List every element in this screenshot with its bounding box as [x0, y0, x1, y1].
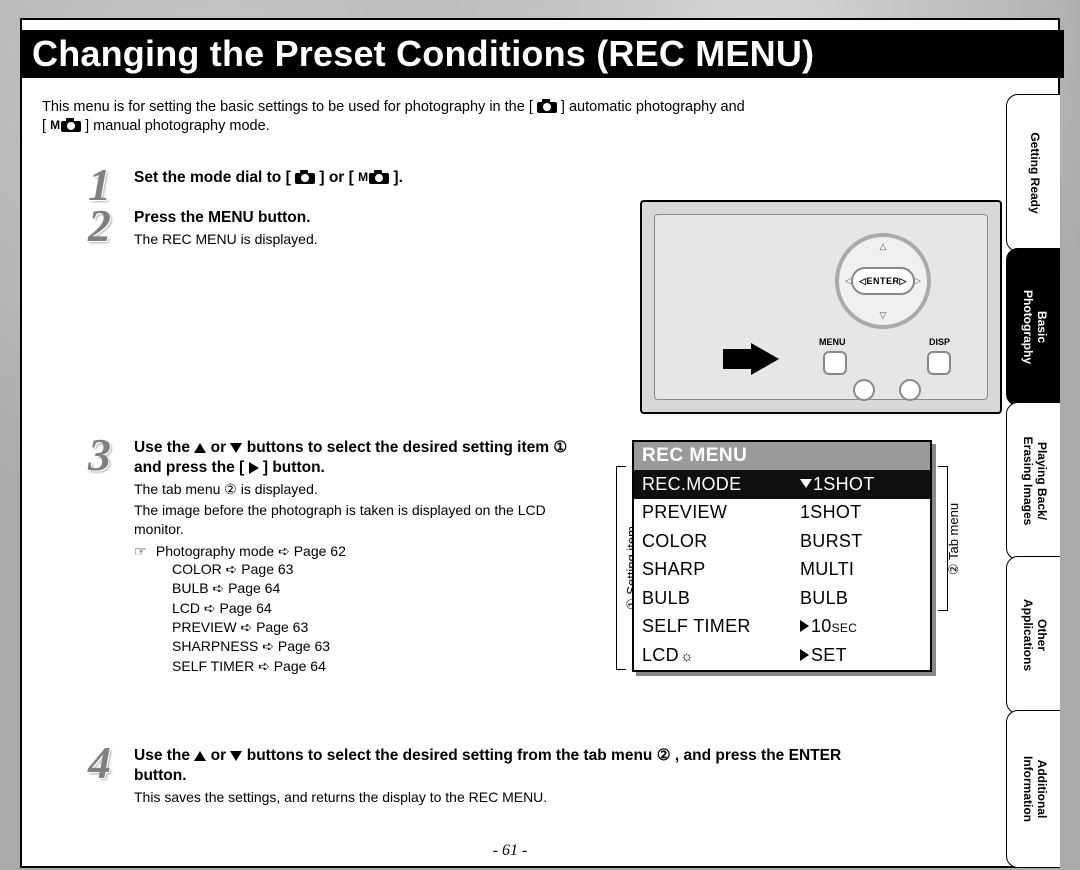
step-3-text2: The image before the photograph is taken… [134, 499, 584, 539]
step-3-text1: The tab menu ② is displayed. [134, 478, 584, 499]
enter-text: ENTER [866, 276, 899, 286]
manual-page: Changing the Preset Conditions (REC MENU… [20, 18, 1060, 868]
step-3-h-a: Use the [134, 439, 194, 456]
step-1-h-a: Set the mode dial to [ [134, 169, 295, 186]
step-4-h-a: Use the [134, 747, 194, 764]
lcd-row: PREVIEW1SHOT [634, 499, 930, 528]
step-4-text: This saves the settings, and returns the… [134, 786, 894, 807]
callout-tab-menu: ② Tab menu [934, 466, 974, 611]
ref-4: SHARPNESS ➪ Page 63 [134, 637, 584, 656]
pointer-arrow-icon [751, 343, 779, 375]
circled-1: ① [553, 439, 567, 456]
up-triangle-icon [194, 751, 206, 761]
step-4: Use the or buttons to select the desired… [134, 746, 894, 807]
step-4-h-b: or [211, 747, 231, 764]
callout-setting-item: ① Setting item [590, 466, 630, 670]
step-3-h-e: ] button. [263, 459, 325, 476]
up-triangle-icon [194, 443, 206, 453]
camera-icon [61, 118, 81, 132]
lcd-row: LCD☼SET [634, 641, 930, 670]
intro-part4: ] manual photography mode. [85, 118, 270, 134]
step-3-h-b: or [211, 439, 231, 456]
step-3-refs: ☞ Photography mode ➪ Page 62 COLOR ➪ Pag… [134, 539, 584, 676]
callout-right-label: ② Tab menu [946, 502, 962, 574]
enter-label: ◁ ENTER ▷ [851, 267, 915, 295]
lcd-row: BULBBULB [634, 584, 930, 613]
step-3: Use the or buttons to select the desired… [134, 438, 584, 676]
menu-button-icon [823, 351, 847, 375]
intro-part3: [ [42, 118, 50, 134]
tab-label: OtherApplications [1020, 599, 1048, 671]
intro-text: This menu is for setting the basic setti… [42, 98, 812, 135]
page-number: - 61 - [22, 842, 998, 860]
down-triangle-icon [230, 443, 242, 453]
step-2-number: 2 [88, 203, 128, 247]
step-2: Press the MENU button. The REC MENU is d… [134, 208, 654, 249]
m-prefix: M [50, 118, 60, 132]
step-1-h-c: ]. [393, 169, 402, 186]
round-button-2-icon [899, 379, 921, 401]
camera-icon [369, 170, 389, 184]
camera-controls-diagram: △ ▽ ◁ ▷ ◁ ENTER ▷ MENU DISP [640, 200, 1002, 414]
m-prefix: M [358, 170, 368, 184]
ref-main: Photography mode ➪ Page 62 [156, 543, 346, 559]
tab-basic-photography[interactable]: BasicPhotography [1006, 248, 1060, 406]
page-title: Changing the Preset Conditions (REC MENU… [20, 30, 1064, 78]
step-1: Set the mode dial to [ ] or [ M ]. [134, 168, 654, 188]
ref-3: PREVIEW ➪ Page 63 [134, 618, 584, 637]
lcd-row: SHARPMULTI [634, 556, 930, 585]
round-button-1-icon [853, 379, 875, 401]
lcd-title: REC MENU [634, 442, 930, 470]
camera-icon [537, 99, 557, 113]
diagram-inner: △ ▽ ◁ ▷ ◁ ENTER ▷ MENU DISP [654, 214, 988, 400]
tab-playing-back[interactable]: Playing Back/Erasing Images [1006, 402, 1060, 560]
ref-1: BULB ➪ Page 64 [134, 579, 584, 598]
step-4-number: 4 [88, 740, 128, 784]
intro-part2: ] automatic photography and [561, 99, 745, 115]
dpad-down-icon: ▽ [880, 310, 887, 321]
circled-2: ② [657, 747, 671, 764]
step-1-h-b: ] or [ [319, 169, 358, 186]
right-triangle-icon [249, 462, 259, 474]
step-2-heading: Press the MENU button. [134, 208, 654, 228]
dpad-right-icon: ▷ [914, 276, 921, 287]
tab-other-applications[interactable]: OtherApplications [1006, 556, 1060, 714]
step-3-h-c: buttons to select the desired setting it… [247, 439, 554, 456]
disp-button-icon [927, 351, 951, 375]
side-tabs: Getting Ready BasicPhotography Playing B… [1006, 94, 1060, 868]
ref-0: COLOR ➪ Page 63 [134, 560, 584, 579]
camera-icon [295, 170, 315, 184]
tab-label: Getting Ready [1027, 132, 1041, 213]
menu-label: MENU [819, 337, 846, 347]
tab-additional-information[interactable]: AdditionalInformation [1006, 710, 1060, 868]
step-3-h-d: and press the [ [134, 459, 244, 476]
tab-getting-ready[interactable]: Getting Ready [1006, 94, 1060, 252]
tab-label: BasicPhotography [1020, 290, 1048, 364]
lcd-rec-menu: ① Setting item ② Tab menu REC MENU REC.M… [632, 440, 932, 672]
dpad: △ ▽ ◁ ▷ ◁ ENTER ▷ [835, 233, 931, 329]
ref-5: SELF TIMER ➪ Page 64 [134, 657, 584, 676]
lcd-row: SELF TIMER10SEC [634, 613, 930, 642]
intro-part1: This menu is for setting the basic setti… [42, 99, 537, 115]
step-4-h-c: buttons to select the desired setting fr… [247, 747, 657, 764]
dpad-up-icon: △ [880, 241, 887, 252]
step-3-number: 3 [88, 432, 128, 476]
down-triangle-icon [230, 751, 242, 761]
lcd-row: COLORBURST [634, 527, 930, 556]
disp-label: DISP [929, 337, 950, 347]
step-2-text: The REC MENU is displayed. [134, 228, 654, 249]
ref-2: LCD ➪ Page 64 [134, 599, 584, 618]
lcd-row: REC.MODE1SHOT [634, 470, 930, 499]
pointer-icon: ☞ [134, 543, 152, 560]
tab-label: AdditionalInformation [1020, 756, 1048, 822]
tab-label: Playing Back/Erasing Images [1020, 437, 1048, 526]
